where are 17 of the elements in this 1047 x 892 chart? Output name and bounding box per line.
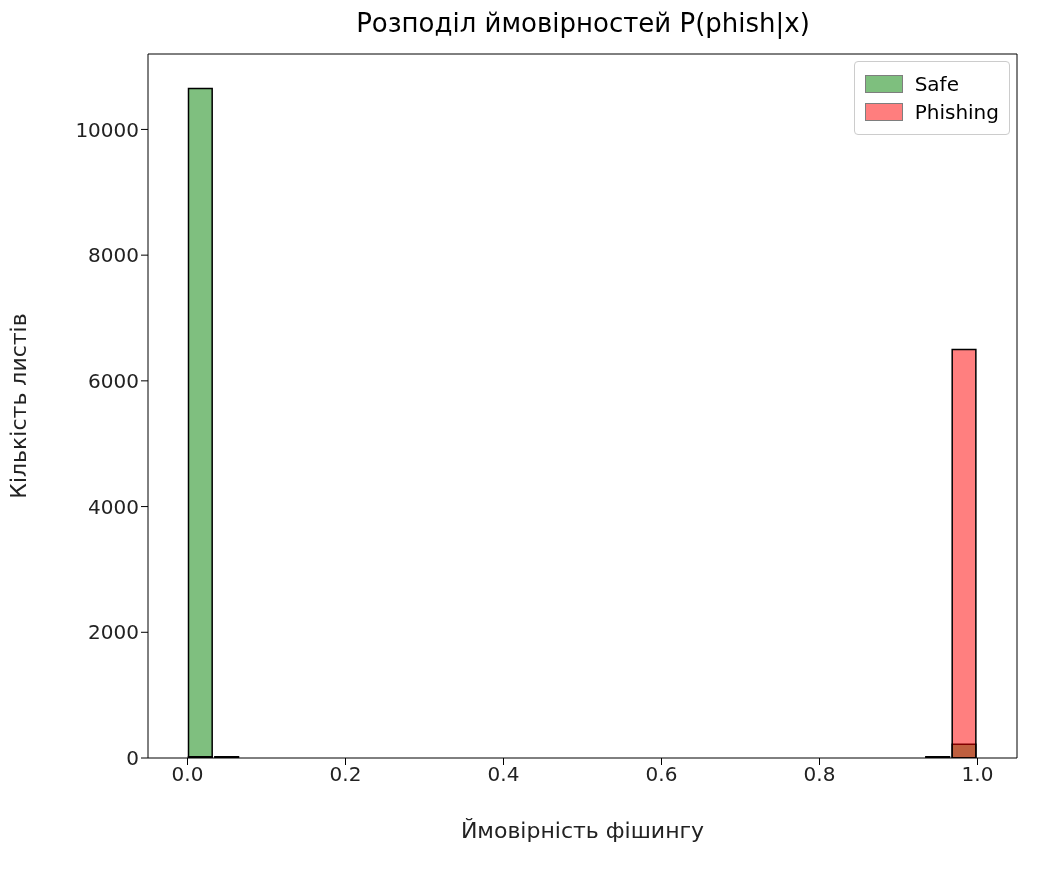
y-tick-label: 2000 — [88, 620, 139, 645]
x-tick-label: 0.6 — [645, 762, 678, 787]
y-tick-label: 8000 — [88, 243, 139, 268]
y-tick-label: 0 — [126, 746, 139, 771]
y-tick-label: 4000 — [88, 494, 139, 519]
x-axis-title: Ймовірність фішингу — [460, 818, 705, 843]
x-tick-label: 1.0 — [961, 762, 994, 787]
x-tick-label: 0.4 — [487, 762, 520, 787]
x-tick-label: 0.0 — [171, 762, 204, 787]
y-tick-label: 6000 — [88, 368, 139, 393]
y-axis-title: Кількість листів — [5, 313, 31, 499]
y-tick-label: 10000 — [75, 117, 139, 142]
chart-title: Розподіл ймовірностей P(phish|x) — [355, 8, 811, 38]
legend-label: Phishing — [914, 100, 999, 124]
x-tick-label: 0.2 — [329, 762, 362, 787]
legend-label: Safe — [914, 72, 959, 96]
x-tick-label: 0.8 — [803, 762, 836, 787]
